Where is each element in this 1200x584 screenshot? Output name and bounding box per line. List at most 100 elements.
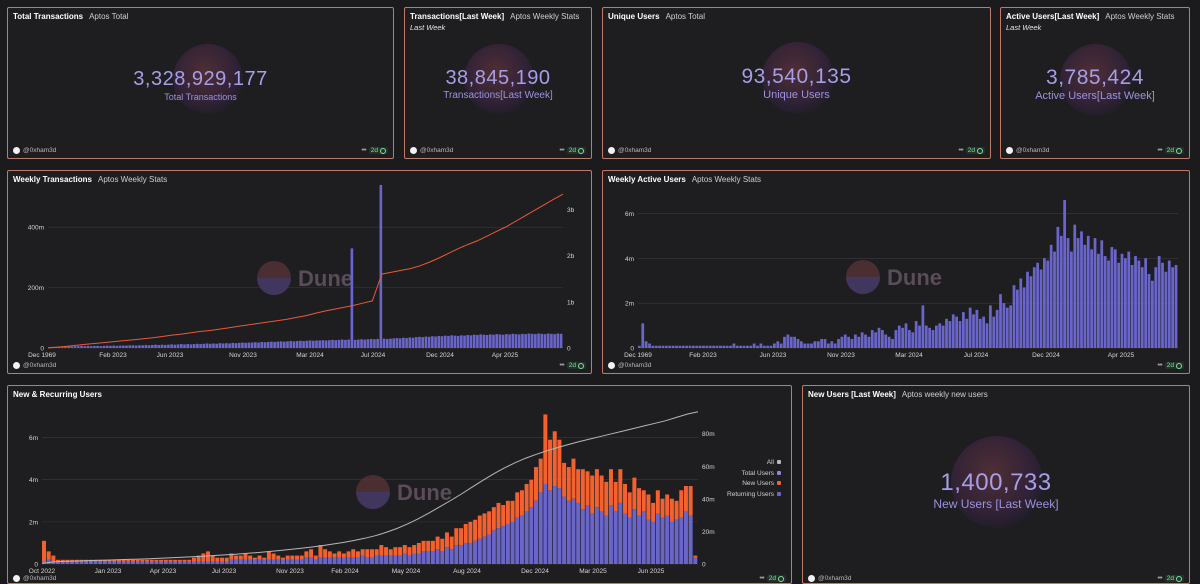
more-options-icon[interactable]: ••• (759, 575, 764, 582)
bar-new-users (393, 547, 398, 556)
more-options-icon[interactable]: ••• (1157, 147, 1162, 154)
bar-returning-users (327, 557, 332, 564)
bar-new-users (42, 540, 46, 562)
bar-new-users (524, 483, 529, 512)
bar (179, 344, 183, 348)
bar-new-users (271, 553, 276, 560)
bar-returning-users (501, 526, 506, 564)
freshness-badge[interactable]: 2d (1164, 575, 1184, 582)
chart-card-new-recurring-users[interactable]: New & Recurring Users 0 2m 4m 6m 0 20m 40m 60m 8… (7, 385, 792, 584)
legend-item-total-users[interactable]: Total Users (727, 469, 781, 480)
author-link[interactable]: @0xham3d (1006, 147, 1049, 154)
freshness-badge[interactable]: 2d (1164, 147, 1184, 154)
y-tick-label: 6m (29, 435, 38, 442)
more-options-icon[interactable]: ••• (361, 147, 366, 154)
x-tick-label: Jul 2024 (361, 352, 386, 359)
chart-card-weekly-transactions[interactable]: Weekly Transactions Aptos Weekly Stats 0 2… (7, 170, 592, 374)
bar (421, 337, 424, 348)
card-title: Total Transactions (13, 12, 84, 21)
bar (186, 344, 190, 348)
legend-item-returning-users[interactable]: Returning Users (727, 490, 781, 501)
freshness-badge[interactable]: 2d (566, 147, 586, 154)
counter-card-active-users-last-week[interactable]: Active Users[Last Week] Aptos Weekly Stat… (1000, 7, 1190, 159)
bar (60, 346, 64, 348)
bar (1167, 260, 1171, 348)
author-link[interactable]: @0xham3d (410, 147, 453, 154)
legend-item-all[interactable]: All (727, 458, 781, 469)
legend-item-new-users[interactable]: New Users (727, 479, 781, 490)
more-options-icon[interactable]: ••• (1157, 575, 1162, 582)
bar-new-users (384, 547, 389, 556)
bar (854, 334, 857, 348)
bar (1103, 256, 1107, 348)
author-link[interactable]: @0xham3d (13, 362, 56, 369)
bar-returning-users (398, 555, 403, 564)
avatar (608, 362, 615, 369)
counter-label: Active Users[Last Week] (1035, 90, 1155, 102)
bar (752, 343, 756, 348)
bar-new-users (351, 549, 356, 558)
bar (157, 344, 161, 348)
bar-new-users (435, 536, 440, 550)
bar-returning-users (351, 557, 356, 564)
avatar (1006, 147, 1013, 154)
bar (514, 334, 518, 348)
new-recurring-users-chart[interactable]: 0 2m 4m 6m 0 20m 40m 60m 80m Dune Oct 2022 Jan 2023… (8, 386, 792, 584)
bar (347, 339, 350, 348)
bar (173, 344, 177, 348)
freshness-badge[interactable]: 2d (566, 362, 586, 369)
freshness-badge[interactable]: 2d (1164, 362, 1184, 369)
bar (884, 334, 888, 348)
bar-returning-users (529, 507, 534, 564)
bar (373, 339, 376, 348)
card-title: Active Users[Last Week] (1006, 12, 1100, 21)
y-tick-label: 6m (625, 211, 634, 218)
author-link[interactable]: @0xham3d (13, 575, 56, 582)
bar (218, 343, 222, 348)
bar (176, 344, 180, 348)
card-header: Total Transactions Aptos Total (13, 12, 129, 21)
author-link[interactable]: @0xham3d (608, 362, 651, 369)
counter-card-transactions-last-week[interactable]: Transactions[Last Week] Aptos Weekly Stat… (404, 7, 592, 159)
bar-new-users (140, 559, 145, 562)
x-tick-label: Dec 2024 (521, 568, 549, 575)
x-tick-label: Feb 2023 (99, 352, 127, 359)
more-options-icon[interactable]: ••• (958, 147, 963, 154)
counter-card-total-transactions[interactable]: Total Transactions Aptos Total 3,328,929,… (7, 7, 394, 159)
bar-new-users (430, 540, 435, 552)
counter-card-new-users-last-week[interactable]: New Users [Last Week] Aptos weekly new us… (802, 385, 1190, 584)
bar-new-users (683, 486, 688, 512)
more-options-icon[interactable]: ••• (559, 362, 564, 369)
bar-returning-users (266, 559, 271, 564)
bar-returning-users (187, 561, 192, 564)
bar (495, 334, 499, 348)
card-subtitle: Aptos Total (89, 12, 129, 21)
counter-value: 3,328,929,177 (133, 68, 268, 90)
counter-label: Transactions[Last Week] (443, 90, 553, 101)
author-link[interactable]: @0xham3d (13, 147, 56, 154)
author-link[interactable]: @0xham3d (608, 147, 651, 154)
counter-card-unique-users[interactable]: Unique Users Aptos Total 93,540,135 Uniqu… (602, 7, 991, 159)
freshness-badge[interactable]: 2d (965, 147, 985, 154)
bar-new-users (379, 545, 384, 556)
freshness-badge[interactable]: 2d (766, 575, 786, 582)
bar (1066, 238, 1070, 348)
total-users-line (41, 411, 699, 564)
bar-returning-users (510, 521, 515, 564)
weekly-transactions-chart[interactable]: 0 200m 400m 0 1b 2b 3b Dune Dec 1969 Feb 2023 Jun … (8, 171, 592, 374)
more-options-icon[interactable]: ••• (1157, 362, 1162, 369)
bar (1117, 262, 1121, 348)
more-options-icon[interactable]: ••• (559, 147, 564, 154)
bar (1107, 260, 1110, 348)
bar (144, 344, 148, 348)
bar-new-users (262, 557, 267, 560)
bar (1161, 262, 1164, 348)
weekly-active-users-chart[interactable]: 0 2m 4m 6m Dune Dec 1969 Feb 2023 Jun 2023 Nov 2… (603, 171, 1190, 374)
freshness-badge[interactable]: 2d (368, 147, 388, 154)
bar (877, 327, 881, 348)
bar-returning-users (229, 559, 234, 564)
bar-new-users (674, 500, 679, 520)
author-link[interactable]: @0xham3d (808, 575, 851, 582)
check-icon (977, 147, 983, 154)
chart-card-weekly-active-users[interactable]: Weekly Active Users Aptos Weekly Stats 0 2… (602, 170, 1190, 374)
